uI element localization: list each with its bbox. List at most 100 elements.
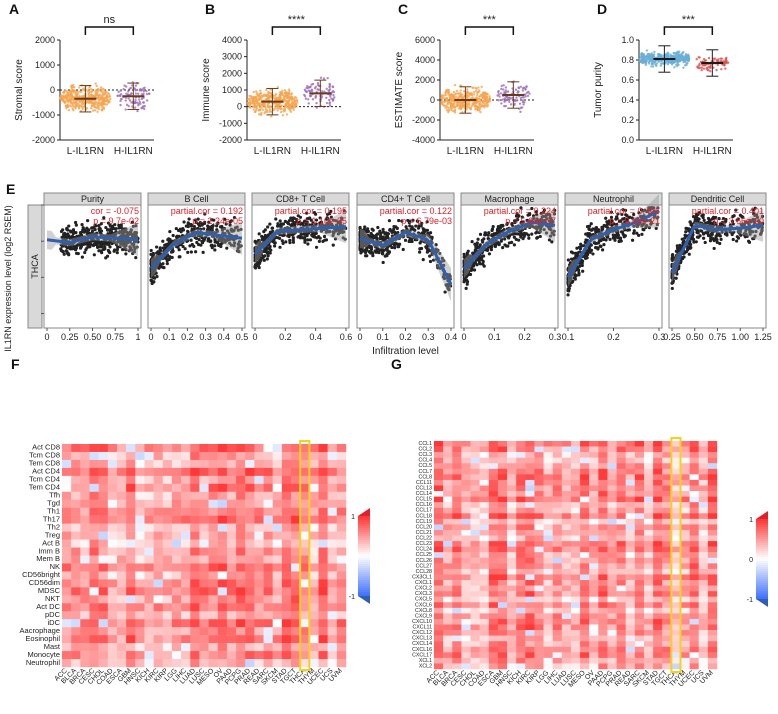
data-point <box>573 277 577 281</box>
data-point <box>483 102 487 105</box>
data-point <box>195 240 199 245</box>
data-point <box>397 245 401 249</box>
data-point <box>103 247 107 251</box>
data-point <box>652 53 656 56</box>
data-point <box>107 95 111 98</box>
data-point <box>256 100 259 103</box>
data-point <box>450 96 453 99</box>
panel-letter: A <box>9 1 19 17</box>
y-axis-label: IL1RN expression level (log2 RSEM) <box>3 205 13 352</box>
y-axis-label: Immune score <box>201 58 212 122</box>
data-point <box>250 95 253 98</box>
p-value-label: p = 5.66e-07 <box>505 216 556 226</box>
data-point <box>486 100 489 104</box>
data-point <box>86 219 90 223</box>
data-point <box>106 98 110 102</box>
data-point <box>479 93 483 97</box>
data-point <box>483 106 486 109</box>
data-point <box>213 248 217 252</box>
data-point <box>696 231 700 235</box>
data-point <box>303 88 307 92</box>
data-point <box>161 262 165 266</box>
data-point <box>268 105 271 108</box>
data-point <box>580 263 584 268</box>
data-point <box>71 102 74 105</box>
data-point <box>452 90 456 94</box>
data-point <box>595 241 599 245</box>
data-point <box>90 90 93 94</box>
data-point <box>284 240 288 244</box>
data-point <box>134 101 137 104</box>
data-point <box>519 96 522 100</box>
data-point <box>149 248 153 253</box>
data-point <box>477 86 480 89</box>
data-point <box>87 100 90 104</box>
data-point <box>316 81 320 85</box>
data-point <box>418 250 422 254</box>
data-point <box>67 94 70 97</box>
data-point <box>486 92 489 96</box>
data-point <box>698 64 701 67</box>
data-point <box>588 250 592 254</box>
data-point <box>145 99 149 102</box>
data-point <box>381 260 385 265</box>
data-point <box>127 97 130 100</box>
data-point <box>705 67 708 70</box>
y-tick-label: 1.0 <box>621 35 634 45</box>
data-point <box>125 92 128 95</box>
y-tick-label: 2000 <box>415 75 435 85</box>
data-point <box>481 99 485 103</box>
data-point <box>303 94 307 98</box>
data-point <box>475 98 479 102</box>
data-point <box>715 58 719 62</box>
data-point <box>59 229 64 234</box>
data-point <box>253 239 257 243</box>
data-point <box>321 239 325 243</box>
y-tick-label: 3000 <box>222 52 242 62</box>
data-point <box>187 217 191 221</box>
data-point <box>208 239 212 244</box>
data-point <box>259 113 262 116</box>
data-point <box>317 235 321 239</box>
data-point <box>255 92 258 95</box>
data-point <box>585 224 590 229</box>
y-tick-label: 0.6 <box>621 75 634 85</box>
data-point <box>507 98 511 101</box>
data-point <box>481 259 485 264</box>
data-point <box>479 98 482 101</box>
data-point <box>142 101 146 104</box>
data-point <box>90 93 93 96</box>
data-point <box>488 95 491 98</box>
data-point <box>527 90 530 94</box>
data-point <box>100 108 103 111</box>
data-point <box>71 107 74 111</box>
data-point <box>82 227 86 232</box>
data-point <box>92 253 96 257</box>
data-point <box>279 106 282 110</box>
x-tick-label: L-IL1RN <box>447 146 484 157</box>
data-point <box>76 252 80 256</box>
data-point <box>659 64 663 67</box>
data-point <box>280 91 284 94</box>
data-point <box>476 93 479 97</box>
data-point <box>142 89 146 93</box>
data-point <box>459 84 462 87</box>
x-tick-label: 0 <box>252 332 257 342</box>
data-point <box>162 265 166 270</box>
data-point <box>134 92 138 95</box>
y-tick-label: -1000 <box>32 110 55 120</box>
data-point <box>96 90 99 93</box>
y-tick-label: 2000 <box>222 68 242 78</box>
data-point <box>651 65 655 68</box>
facet-title: B Cell <box>184 194 208 204</box>
data-point <box>145 90 148 93</box>
data-point <box>723 61 727 64</box>
data-point <box>665 59 669 63</box>
data-point <box>194 236 199 240</box>
data-point <box>320 94 323 98</box>
data-point <box>320 90 324 93</box>
y-tick-label: 0 <box>237 102 242 112</box>
data-point <box>124 99 127 102</box>
data-point <box>457 92 460 95</box>
data-point <box>673 66 676 69</box>
